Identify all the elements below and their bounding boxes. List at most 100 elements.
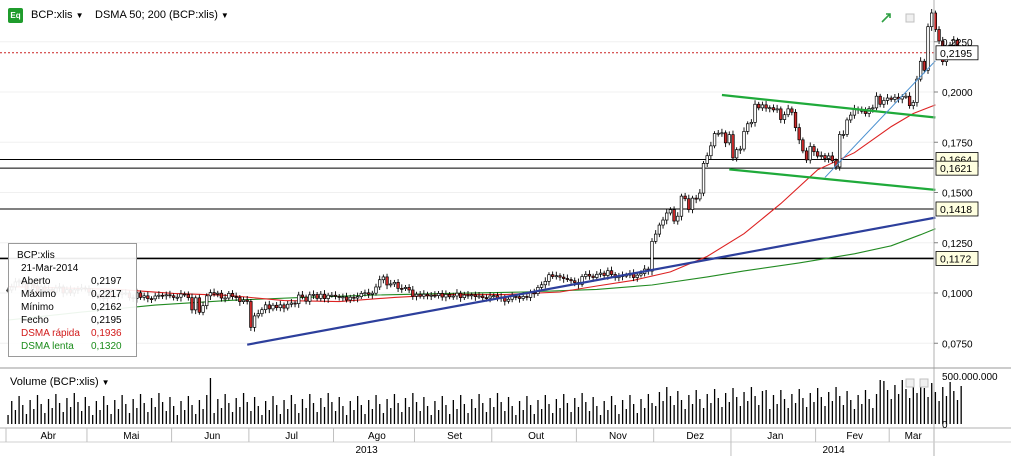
candle-body — [779, 108, 783, 120]
candle-body — [517, 296, 522, 299]
volume-bar — [850, 400, 852, 424]
candle-body — [378, 279, 382, 288]
equity-badge-icon[interactable]: Eq — [8, 8, 23, 23]
volume-bar — [7, 415, 9, 424]
volume-bar — [780, 390, 782, 424]
level-label: 0,1621 — [940, 163, 972, 175]
volume-bar — [769, 409, 771, 424]
volume-bar — [625, 409, 627, 424]
volume-bar — [526, 396, 528, 424]
candle-body — [175, 296, 179, 299]
panel-icons — [881, 13, 929, 388]
candle — [400, 284, 404, 293]
candle-body — [878, 95, 882, 105]
candle-body — [293, 302, 297, 305]
volume-bar — [213, 413, 215, 424]
volume-selector[interactable]: Volume (BCP:xlis) ▼ — [10, 376, 110, 388]
candle — [547, 272, 551, 286]
volume-bar — [831, 401, 834, 424]
candle — [525, 294, 529, 301]
volume-bar — [246, 402, 248, 424]
volume-bar — [559, 408, 561, 424]
candle — [679, 193, 684, 221]
dsma-lenta-line — [7, 228, 936, 321]
candle-body — [550, 274, 555, 277]
candle-body — [701, 163, 706, 194]
volume-bar — [596, 406, 598, 424]
volume-bar — [228, 403, 230, 424]
candlestick-series[interactable] — [6, 8, 963, 332]
candle-body — [366, 292, 371, 295]
candle-body — [543, 280, 547, 286]
candle — [926, 23, 930, 74]
candle-body — [672, 209, 676, 222]
volume-bar — [110, 414, 112, 424]
volume-bar — [143, 403, 145, 424]
candle-body — [539, 284, 544, 288]
candle-body — [918, 60, 923, 80]
volume-bar — [802, 398, 804, 424]
volume-bar — [364, 414, 366, 424]
candle-body — [930, 12, 934, 28]
candle-body — [267, 304, 271, 310]
indicator-selector[interactable]: DSMA 50; 200 (BCP:xlis) ▼ — [95, 9, 229, 21]
candle-body — [698, 192, 702, 200]
volume-bar — [187, 396, 190, 424]
dropdown-arrow-icon: ▼ — [101, 378, 110, 387]
candle-body — [422, 293, 426, 297]
year-label: 2014 — [822, 445, 845, 456]
candle-body — [580, 276, 584, 285]
candle-body — [458, 292, 463, 298]
candle-body — [635, 274, 639, 278]
month-label: Jan — [767, 431, 783, 442]
volume-bar — [886, 390, 889, 424]
candle-body — [731, 134, 735, 159]
candle-body — [764, 104, 768, 109]
volume-bar — [449, 414, 451, 424]
month-label: Nov — [609, 431, 627, 442]
candle-body — [171, 295, 176, 298]
candle — [289, 299, 294, 308]
candle-body — [160, 294, 165, 297]
candle-body — [484, 297, 489, 299]
volume-bar — [805, 407, 808, 424]
candle — [319, 290, 323, 302]
candle-body — [727, 134, 731, 144]
candle-body — [352, 296, 356, 299]
volume-bar — [250, 411, 252, 424]
volume-bar — [161, 402, 164, 424]
volume-bar — [897, 394, 900, 424]
trendlines[interactable] — [247, 60, 936, 346]
level-label-box — [935, 251, 979, 266]
candle — [238, 295, 242, 306]
volume-bar — [699, 399, 701, 424]
symbol-selector[interactable]: BCP:xlis ▼ — [31, 9, 83, 21]
candle — [146, 291, 150, 303]
candle — [348, 294, 352, 304]
candle-body — [230, 293, 235, 297]
volume-bar — [47, 399, 50, 424]
candle — [495, 292, 500, 302]
candle — [654, 230, 658, 244]
volume-bar — [209, 378, 212, 424]
volume-bar — [776, 404, 778, 424]
volume-bar — [794, 403, 797, 424]
candle — [219, 289, 224, 302]
level-label-box — [935, 160, 979, 176]
candle — [841, 130, 846, 139]
level-label-box — [935, 201, 979, 217]
volume-bar — [382, 413, 385, 424]
candle-body — [304, 296, 308, 302]
candle-body — [451, 295, 455, 298]
volume-bar — [570, 412, 572, 424]
candle — [194, 295, 198, 315]
candle — [863, 107, 868, 117]
candle-body — [414, 293, 419, 297]
volume-bar — [368, 400, 370, 424]
volume-bar — [408, 407, 410, 424]
candle — [466, 290, 470, 299]
volume-bar — [537, 400, 539, 424]
candle — [609, 266, 614, 277]
